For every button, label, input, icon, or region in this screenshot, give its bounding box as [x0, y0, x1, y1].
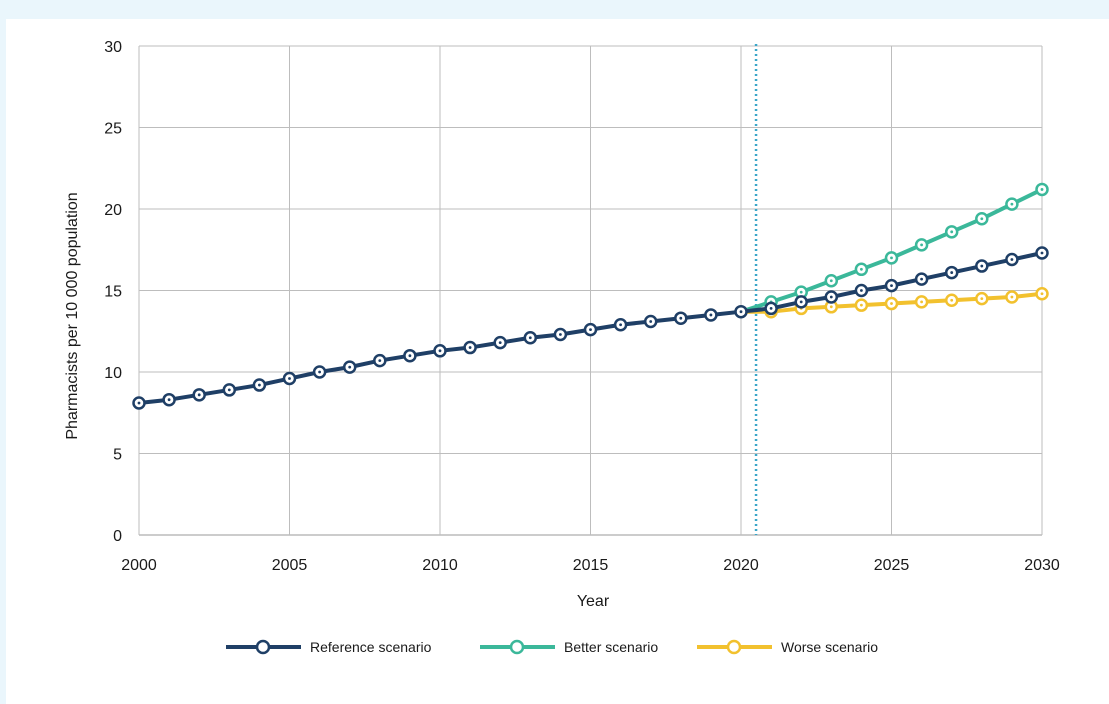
x-axis-ticks: 2000 2005 2010 2015 2020 2025 2030 — [121, 557, 1060, 574]
data-point-dot — [348, 365, 352, 369]
data-point-dot — [980, 297, 984, 301]
series-better-scenario — [740, 182, 1049, 314]
data-point-dot — [829, 279, 833, 283]
data-point-dot — [197, 393, 201, 397]
y-axis-ticks: 0 5 10 15 20 25 30 — [104, 39, 122, 545]
data-point-dot — [1010, 202, 1014, 206]
y-tick-label: 0 — [113, 528, 122, 545]
chart-panel: 0 5 10 15 20 25 30 2000 2005 2010 2015 2020 2025 203… — [6, 19, 1109, 704]
x-tick-label: 2025 — [874, 557, 910, 574]
y-tick-label: 20 — [104, 202, 122, 219]
y-axis-label: Pharmacists per 10 000 population — [64, 192, 81, 439]
data-point-dot — [619, 323, 622, 327]
x-axis-label: Year — [577, 593, 610, 610]
legend-swatch-marker — [726, 639, 742, 655]
data-point-dot — [890, 256, 893, 260]
x-tick-label: 2010 — [422, 557, 458, 574]
data-point-dot — [378, 359, 382, 362]
data-point-dot — [1040, 251, 1044, 255]
data-point-dot — [679, 316, 683, 320]
legend-label: Better scenario — [564, 639, 658, 655]
data-point-dot — [438, 349, 442, 353]
series-reference-scenario — [132, 246, 1049, 410]
data-point-dot — [799, 300, 803, 304]
y-tick-label: 10 — [104, 365, 122, 382]
data-point-dot — [950, 271, 954, 274]
data-point-dot — [709, 313, 713, 317]
data-point-dot — [1010, 258, 1014, 261]
data-point-dot — [950, 230, 954, 234]
data-point-dot — [769, 307, 773, 310]
data-point-dot — [860, 267, 863, 271]
series-worse-scenario — [741, 287, 1049, 319]
x-tick-label: 2030 — [1024, 557, 1060, 574]
data-point-dot — [920, 300, 923, 304]
data-point-dot — [258, 383, 261, 387]
data-point-dot — [1040, 292, 1044, 296]
y-tick-label: 30 — [104, 39, 122, 56]
legend-item: Worse scenario — [697, 639, 878, 655]
data-point-dot — [1010, 295, 1014, 299]
data-point-dot — [649, 320, 653, 323]
data-point-dot — [920, 243, 923, 247]
data-point-dot — [739, 310, 743, 314]
y-tick-label: 5 — [113, 447, 122, 464]
data-point-dot — [980, 264, 984, 268]
data-point-dot — [528, 336, 532, 340]
data-point-dot — [1040, 188, 1044, 191]
x-tick-label: 2015 — [573, 557, 609, 574]
data-point-dot — [860, 289, 863, 292]
x-tick-label: 2000 — [121, 557, 157, 574]
data-point-dot — [589, 328, 592, 332]
data-point-dot — [890, 284, 893, 288]
data-point-dot — [829, 305, 833, 309]
data-point-dot — [408, 354, 412, 358]
data-point-dot — [468, 346, 472, 349]
data-point-dot — [860, 303, 863, 307]
data-point-dot — [799, 290, 803, 294]
data-point-dot — [137, 401, 141, 405]
series-group — [132, 182, 1049, 410]
data-point-dot — [950, 298, 954, 302]
grid — [138, 45, 1043, 536]
legend-label: Worse scenario — [781, 639, 878, 655]
x-tick-label: 2020 — [723, 557, 759, 574]
data-point-dot — [890, 302, 893, 305]
legend: Reference scenario Better scenario Worse s… — [226, 639, 878, 655]
legend-label: Reference scenario — [310, 639, 432, 655]
data-point-dot — [498, 341, 502, 345]
data-point-dot — [227, 388, 231, 392]
data-point-dot — [980, 217, 984, 221]
y-tick-label: 25 — [104, 121, 122, 138]
legend-swatch-marker — [255, 639, 271, 655]
data-point-dot — [167, 398, 171, 402]
data-point-dot — [559, 333, 562, 336]
legend-item: Reference scenario — [226, 639, 432, 655]
legend-swatch-marker — [509, 639, 525, 655]
data-point-dot — [288, 377, 291, 380]
x-tick-label: 2005 — [272, 557, 308, 574]
y-tick-label: 15 — [104, 284, 122, 301]
data-point-dot — [829, 295, 833, 299]
data-point-dot — [920, 277, 923, 281]
legend-item: Better scenario — [480, 639, 658, 655]
data-point-dot — [318, 370, 321, 374]
